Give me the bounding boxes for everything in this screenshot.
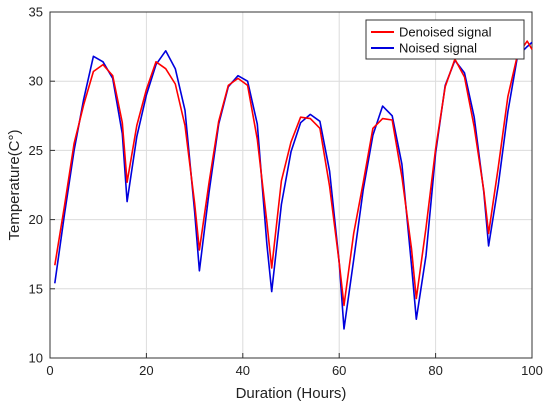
- legend-label-denoised: Denoised signal: [399, 25, 492, 40]
- y-tick-label: 20: [29, 212, 43, 227]
- legend-label-noised: Noised signal: [399, 41, 477, 56]
- y-tick-label: 10: [29, 351, 43, 366]
- series-line-noised: [54, 41, 533, 330]
- x-tick-label: 0: [46, 363, 53, 378]
- x-tick-label: 80: [428, 363, 442, 378]
- y-tick-label: 30: [29, 74, 43, 89]
- y-axis-label: Temperature(C°): [6, 129, 23, 240]
- plot-frame: [49, 11, 533, 359]
- x-axis-label: Duration (Hours): [236, 385, 347, 402]
- x-tick-label: 60: [332, 363, 346, 378]
- axis-ticks: 0 20 40 60 80 100 10 15 20 25 30 35: [29, 5, 543, 379]
- series-lines: [54, 40, 533, 330]
- grid: [50, 12, 532, 358]
- x-tick-label: 40: [236, 363, 250, 378]
- legend-box: [365, 19, 525, 60]
- y-tick-label: 35: [29, 5, 43, 20]
- x-tick-label: 20: [139, 363, 153, 378]
- series-line-denoised: [54, 40, 533, 307]
- y-tick-label: 25: [29, 143, 43, 158]
- legend: Denoised signal Noised signal: [365, 19, 525, 60]
- y-tick-label: 15: [29, 281, 43, 296]
- x-tick-label: 100: [521, 363, 543, 378]
